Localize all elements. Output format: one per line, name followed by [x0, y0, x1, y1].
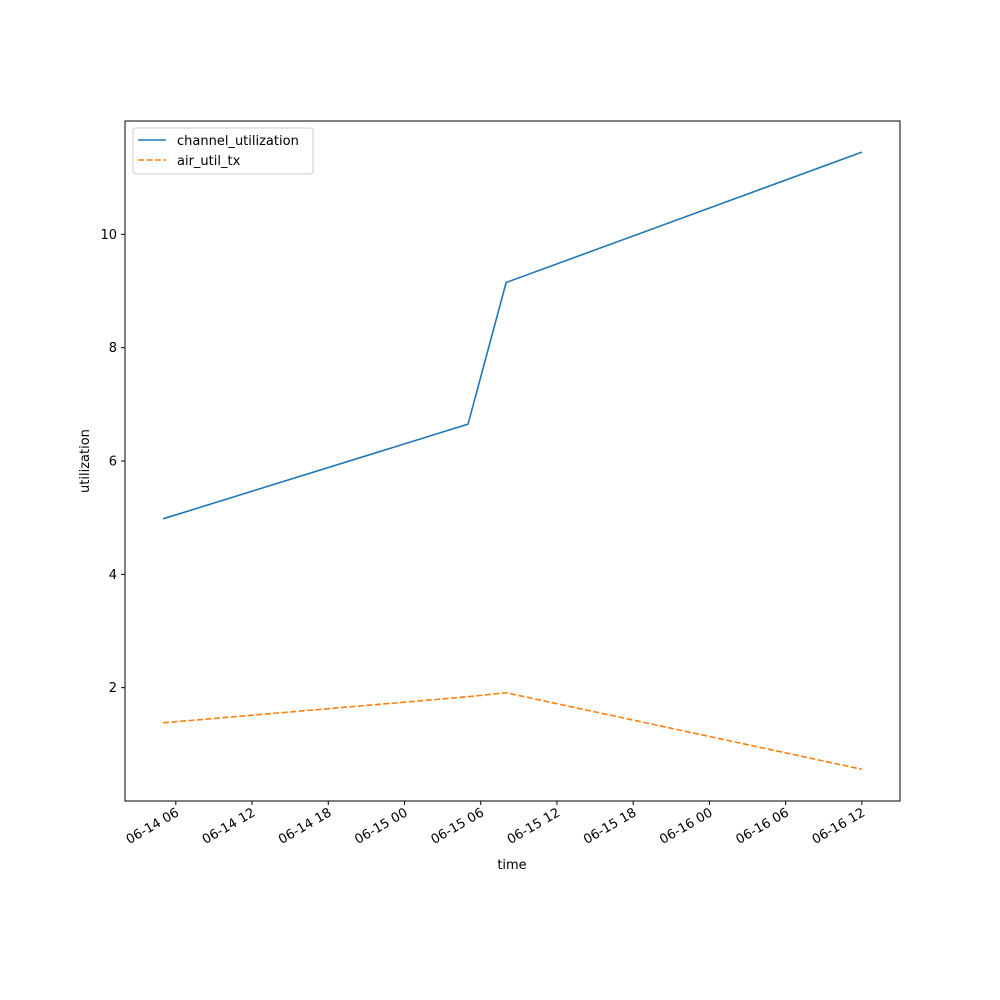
y-tick-label: 6	[109, 455, 117, 470]
x-tick-label: 06-15 00	[352, 805, 410, 847]
x-tick-label: 06-16 00	[657, 805, 715, 847]
y-tick-label: 10	[100, 228, 117, 243]
y-axis-label: utilization	[78, 429, 93, 493]
x-tick-label: 06-15 18	[581, 805, 639, 847]
x-tick-label: 06-16 06	[734, 805, 792, 847]
x-axis-label: time	[497, 858, 526, 873]
x-tick-label: 06-15 12	[505, 805, 563, 847]
y-tick-label: 4	[109, 568, 117, 583]
series-line	[163, 691, 863, 771]
y-tick-label: 2	[109, 681, 117, 696]
legend: channel_utilization air_util_tx	[132, 127, 314, 175]
y-tick-label: 8	[109, 341, 117, 356]
plot-frame	[124, 120, 901, 802]
legend-label: channel_utilization	[177, 134, 299, 149]
x-tick-label: 06-14 06	[124, 805, 182, 847]
x-tick-label: 06-14 12	[200, 805, 258, 847]
series-line	[162, 151, 863, 520]
x-tick-label: 06-14 18	[276, 805, 334, 847]
x-tick-label: 06-15 06	[429, 805, 487, 847]
legend-frame	[132, 127, 314, 175]
x-tick-label: 06-16 12	[810, 805, 868, 847]
legend-label: air_util_tx	[177, 154, 241, 169]
